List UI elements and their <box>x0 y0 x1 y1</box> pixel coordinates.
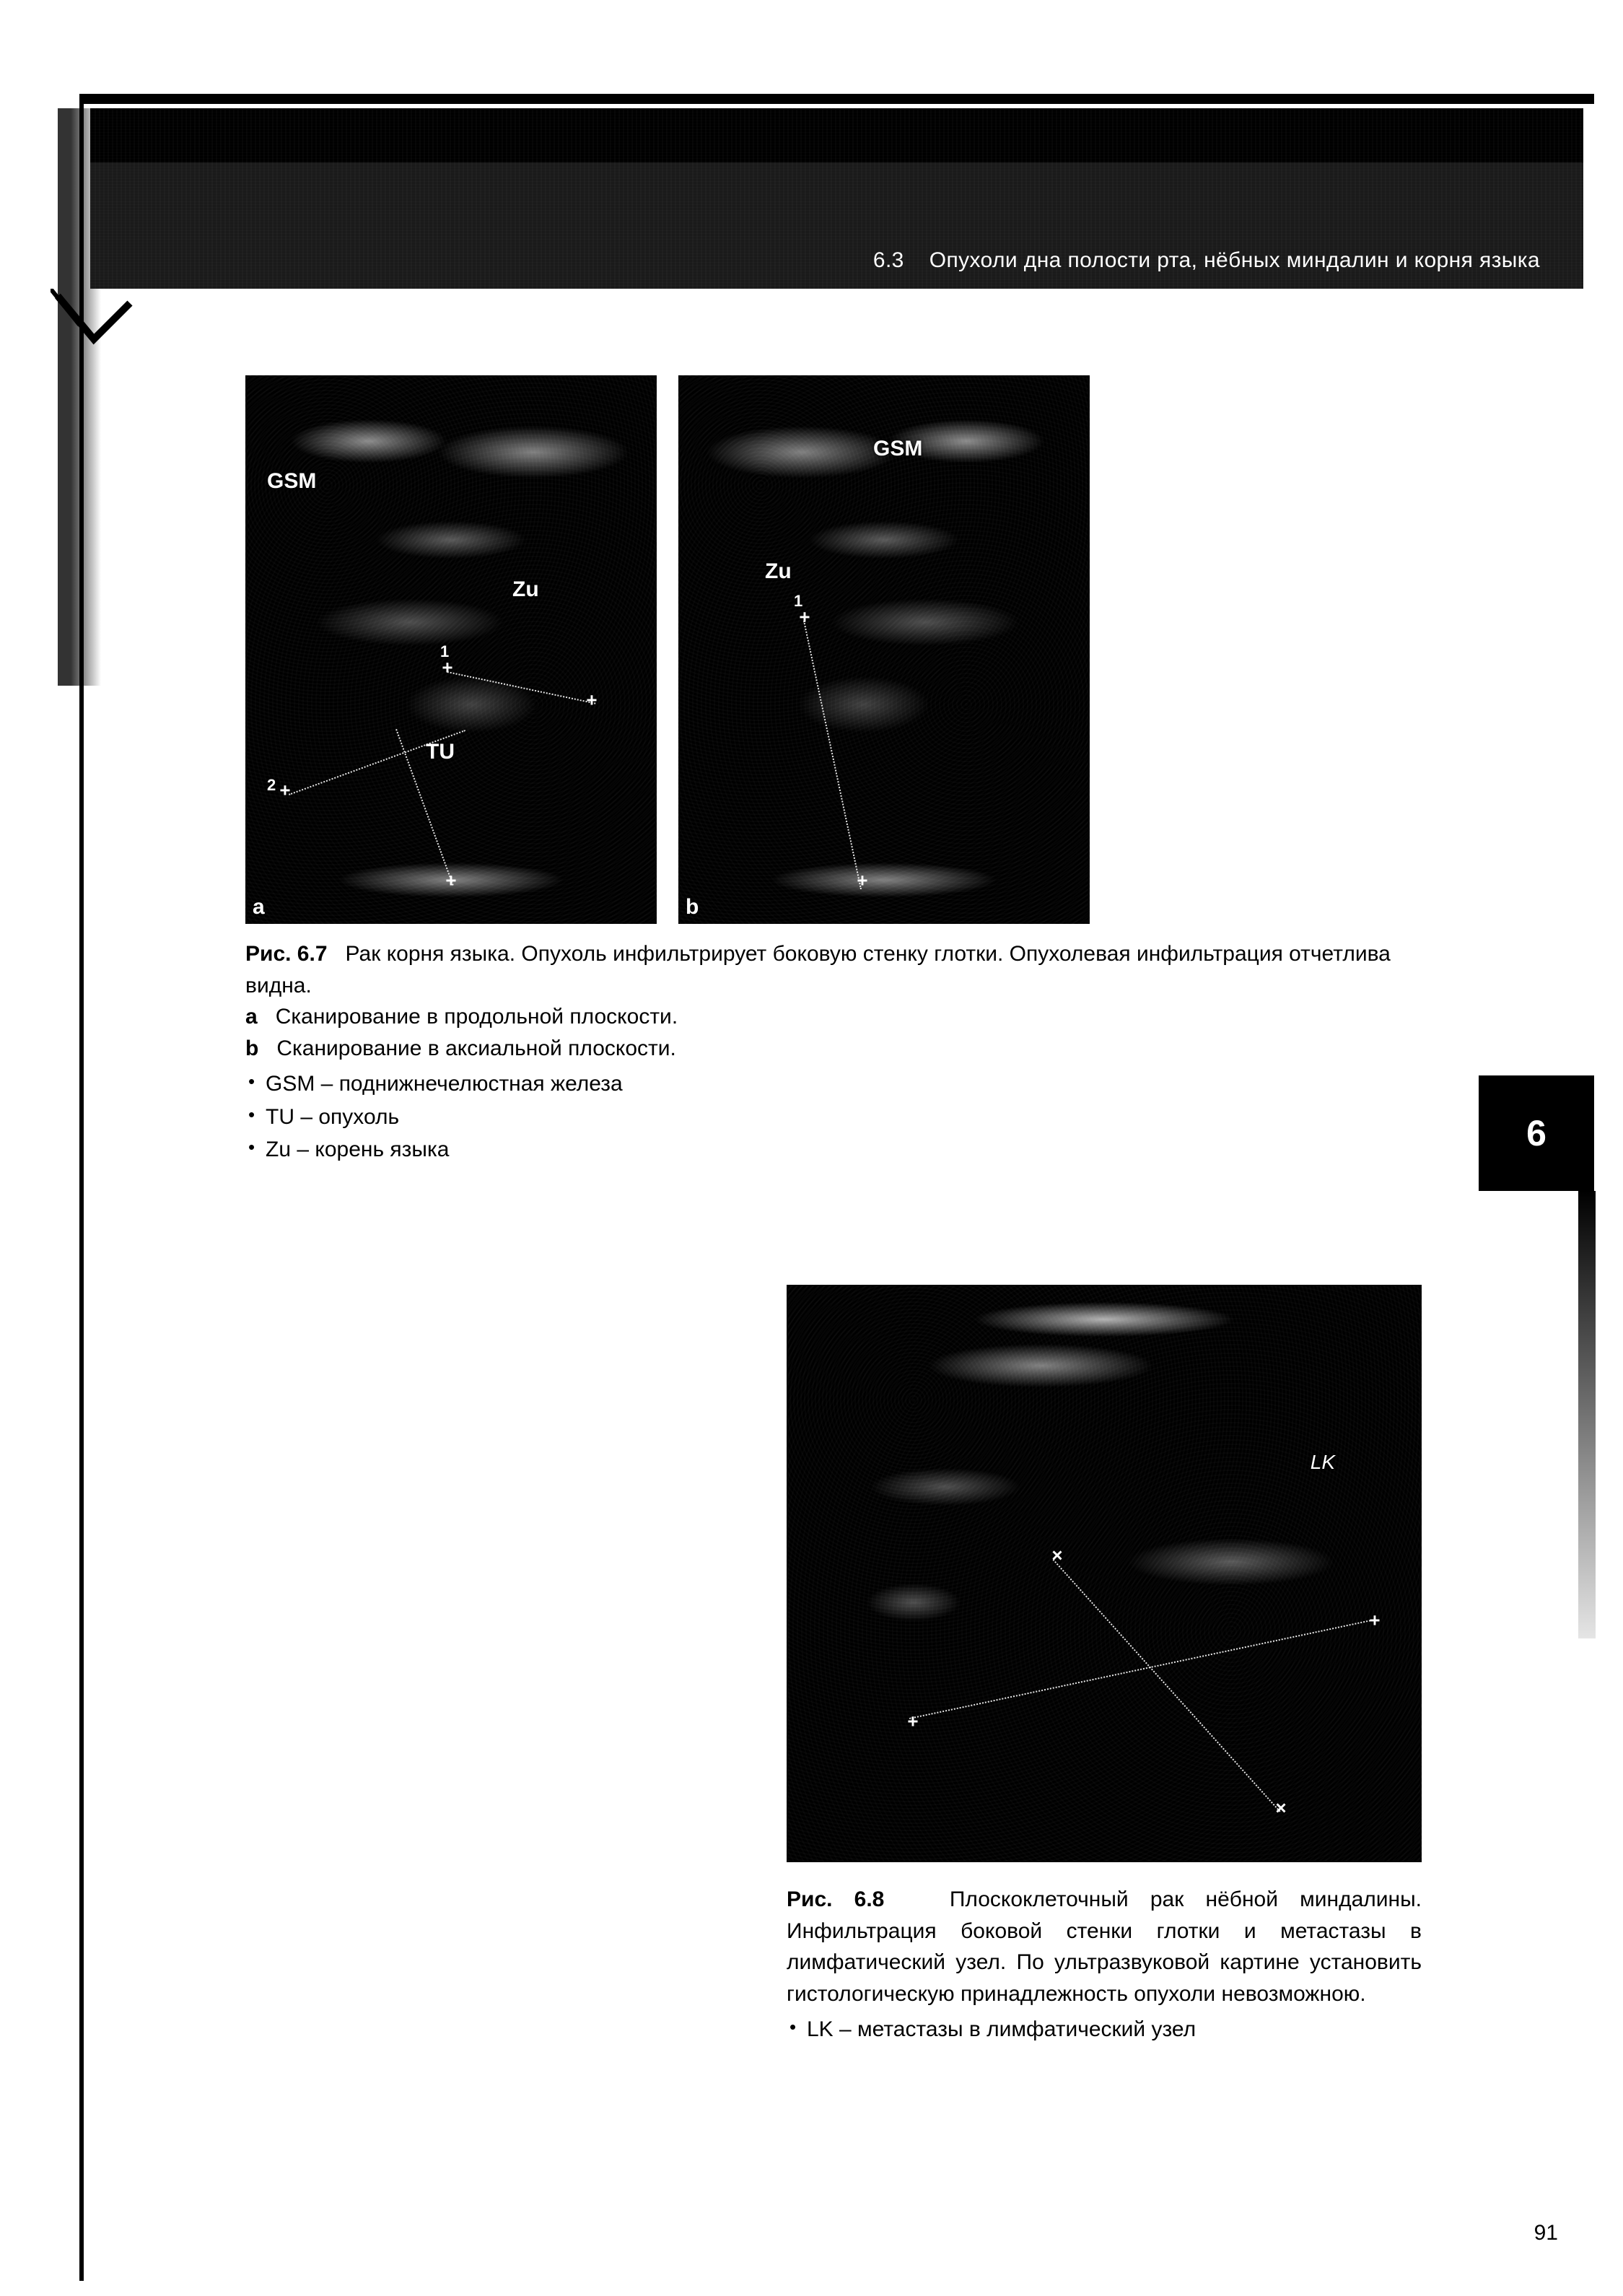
item-a-letter: a <box>245 1005 258 1029</box>
ultrasound-grain <box>245 375 657 924</box>
marker-plus: + <box>586 689 597 712</box>
legend-item: Zu – корень языка <box>245 1134 1429 1166</box>
item-b-letter: b <box>245 1036 258 1060</box>
item-b-text: Сканирование в аксиальной плоскости. <box>276 1036 676 1060</box>
figure-6-8-caption: Рис. 6.8 Плоскоклеточный рак нёбной минд… <box>787 1884 1422 2047</box>
label-2: 2 <box>267 776 276 795</box>
legend-item: TU – опухоль <box>245 1101 1429 1133</box>
panel-letter: a <box>253 895 265 920</box>
section-number: 6.3 <box>873 248 904 272</box>
figure-6-8-panel: LK × × + + <box>787 1285 1422 1862</box>
marker-x: × <box>1051 1545 1062 1567</box>
chapter-tab: 6 <box>1479 1075 1594 1191</box>
caption-label: Рис. 6.7 <box>245 942 328 966</box>
label-gsm: GSM <box>267 469 316 494</box>
label-lk: LK <box>1311 1451 1335 1474</box>
section-title: 6.3 Опухоли дна полости рта, нёбных минд… <box>873 248 1540 273</box>
panel-letter: b <box>686 895 699 920</box>
legend-item: LK – метастазы в лимфатический узел <box>787 2014 1422 2046</box>
figure-6-7-panel-b: GSM Zu 1 + + b <box>678 375 1090 924</box>
header-band: 6.3 Опухоли дна полости рта, нёбных минд… <box>90 108 1583 289</box>
marker-plus: + <box>279 780 290 802</box>
marker-plus: + <box>799 606 810 629</box>
chapter-number: 6 <box>1526 1112 1547 1154</box>
marker-plus: + <box>1369 1610 1380 1632</box>
chapter-tab-shadow <box>1578 1191 1596 1638</box>
ultrasound-grain <box>787 1285 1422 1862</box>
marker-plus: + <box>442 657 452 679</box>
label-zu: Zu <box>512 577 539 602</box>
binding-mark-icon <box>51 289 137 346</box>
label-zu: Zu <box>765 559 792 584</box>
marker-plus: + <box>857 870 867 892</box>
page-number: 91 <box>1534 2221 1558 2245</box>
caption-text: Рак корня языка. Опухоль инфильтрирует б… <box>245 942 1391 998</box>
caption-label: Рис. 6.8 <box>787 1887 884 1911</box>
marker-plus: + <box>445 870 456 892</box>
legend-list: GSM – поднижнечелюстная железа TU – опух… <box>245 1068 1429 1166</box>
figure-6-7-caption: Рис. 6.7 Рак корня языка. Опухоль инфиль… <box>245 938 1429 1167</box>
marker-plus: + <box>907 1711 918 1733</box>
legend-list: LK – метастазы в лимфатический узел <box>787 2014 1422 2046</box>
section-title-text: Опухоли дна полости рта, нёбных миндалин… <box>929 248 1540 272</box>
label-gsm: GSM <box>873 437 922 461</box>
figure-6-7-panel-a: GSM Zu TU 1 2 + + + + a <box>245 375 657 924</box>
marker-x: × <box>1275 1797 1286 1820</box>
legend-item: GSM – поднижнечелюстная железа <box>245 1068 1429 1100</box>
item-a-text: Сканирование в продольной плоскости. <box>276 1005 678 1029</box>
